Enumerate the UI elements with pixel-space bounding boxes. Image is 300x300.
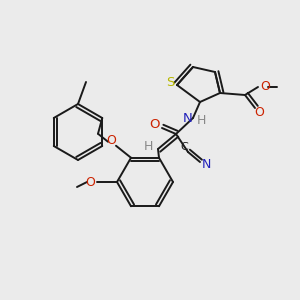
Text: O: O — [149, 118, 159, 131]
Text: O: O — [254, 106, 264, 118]
Text: H: H — [196, 113, 206, 127]
Text: O: O — [260, 80, 270, 92]
Text: S: S — [166, 76, 174, 89]
Text: O: O — [85, 176, 95, 190]
Text: C: C — [180, 142, 188, 152]
Text: H: H — [143, 140, 153, 154]
Text: O: O — [106, 134, 116, 147]
Text: N: N — [201, 158, 211, 170]
Text: N: N — [183, 112, 193, 125]
